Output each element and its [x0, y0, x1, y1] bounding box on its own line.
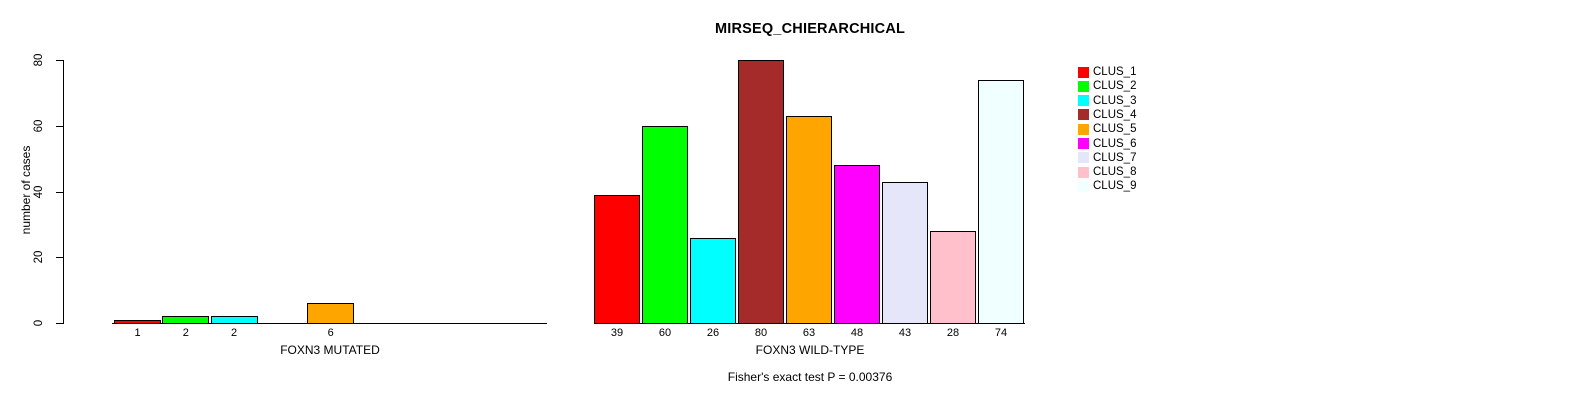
bar	[594, 194, 640, 324]
bar-value-label: 74	[994, 327, 1008, 339]
bar-value-label: 2	[231, 327, 238, 339]
bar	[882, 181, 928, 324]
y-tick-label: 60	[33, 119, 45, 133]
legend-label: CLUS_2	[1093, 80, 1137, 93]
y-tick-label: 0	[33, 319, 45, 327]
bar-value-label: 28	[946, 327, 960, 339]
y-tick-label: 20	[33, 250, 45, 264]
y-tick	[56, 323, 63, 324]
legend-label: CLUS_3	[1093, 94, 1137, 107]
bar	[210, 316, 258, 324]
bar	[642, 125, 688, 324]
legend-swatch	[1078, 138, 1089, 149]
bar	[162, 316, 210, 324]
bar	[307, 303, 355, 324]
bar-value-label: 2	[182, 327, 189, 339]
y-tick	[56, 125, 63, 127]
bar	[834, 165, 880, 324]
y-tick	[56, 257, 63, 259]
legend-label: CLUS_4	[1093, 108, 1137, 121]
y-tick-label: 40	[33, 185, 45, 198]
bar-value-label: 39	[610, 327, 624, 339]
y-axis-line	[63, 60, 64, 324]
bar-value-label: 1	[134, 327, 141, 339]
legend-label: CLUS_1	[1093, 66, 1137, 78]
y-tick	[56, 60, 63, 61]
legend-swatch	[1078, 95, 1089, 107]
bar	[114, 319, 161, 324]
legend-label: CLUS_9	[1093, 180, 1137, 193]
bar-value-label: 48	[850, 327, 864, 339]
bar	[690, 237, 736, 324]
bar-value-label: 26	[706, 327, 720, 339]
y-axis-title: number of cases	[19, 145, 33, 235]
fisher-test-annotation: Fisher's exact test P = 0.00376	[727, 370, 893, 384]
legend-swatch	[1078, 80, 1089, 92]
bar	[930, 230, 976, 324]
legend-swatch	[1078, 123, 1089, 135]
legend-swatch	[1078, 180, 1089, 192]
x-axis-label-mutated: FOXN3 MUTATED	[280, 343, 380, 357]
legend-label: CLUS_5	[1093, 123, 1137, 136]
legend-label: CLUS_6	[1093, 137, 1137, 150]
legend-label: CLUS_8	[1093, 166, 1137, 179]
x-axis-label-wildtype: FOXN3 WILD-TYPE	[755, 343, 865, 357]
y-tick	[56, 191, 63, 193]
legend-label: CLUS_7	[1093, 151, 1137, 164]
bar	[978, 79, 1024, 324]
bar-value-label: 43	[898, 327, 912, 339]
legend-swatch	[1078, 66, 1089, 78]
bar	[786, 115, 832, 324]
legend-swatch	[1078, 152, 1089, 164]
bar-value-label: 63	[802, 327, 816, 339]
bar-value-label: 60	[658, 327, 672, 339]
legend-swatch	[1078, 166, 1089, 178]
chart-title: MIRSEQ_CHIERARCHICAL	[714, 21, 906, 37]
y-tick-label: 80	[33, 53, 45, 67]
bar-value-label: 6	[327, 327, 334, 339]
bar	[738, 60, 784, 324]
bar-value-label: 80	[754, 327, 768, 339]
legend-swatch	[1078, 109, 1089, 121]
